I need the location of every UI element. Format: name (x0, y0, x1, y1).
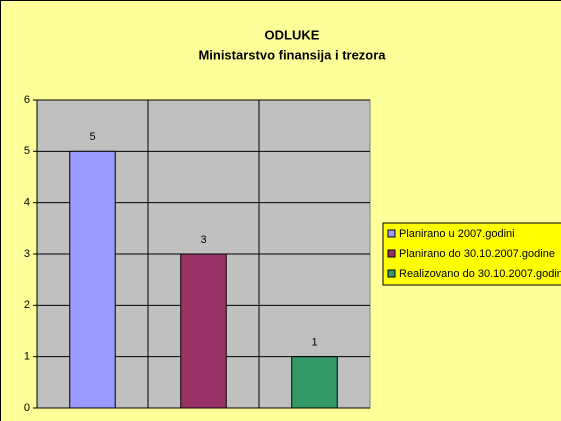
legend-swatch (387, 269, 396, 278)
y-tick-label: 3 (24, 248, 30, 260)
bar (291, 356, 338, 409)
bar (180, 253, 227, 409)
y-tick-label: 0 (24, 402, 30, 414)
y-tick-label: 2 (24, 299, 30, 311)
legend-box (382, 222, 561, 286)
legend-swatch (387, 229, 396, 238)
legend-label: Realizovano do 30.10.2007.godine (399, 268, 561, 280)
data-label: 1 (311, 337, 317, 349)
bar (69, 150, 116, 409)
chart-title: ODLUKE (265, 27, 320, 42)
y-tick-label: 5 (24, 145, 30, 157)
data-label: 5 (89, 131, 95, 143)
legend-swatch (387, 249, 396, 258)
chart-subtitle: Ministarstvo finansija i trezora (198, 47, 386, 62)
data-label: 3 (200, 234, 206, 246)
y-tick-label: 4 (24, 197, 30, 209)
y-tick-label: 6 (24, 94, 30, 106)
legend-label: Planirano do 30.10.2007.godine (399, 248, 555, 260)
y-tick-label: 1 (24, 351, 30, 363)
legend-label: Planirano u 2007.godini (399, 228, 515, 240)
